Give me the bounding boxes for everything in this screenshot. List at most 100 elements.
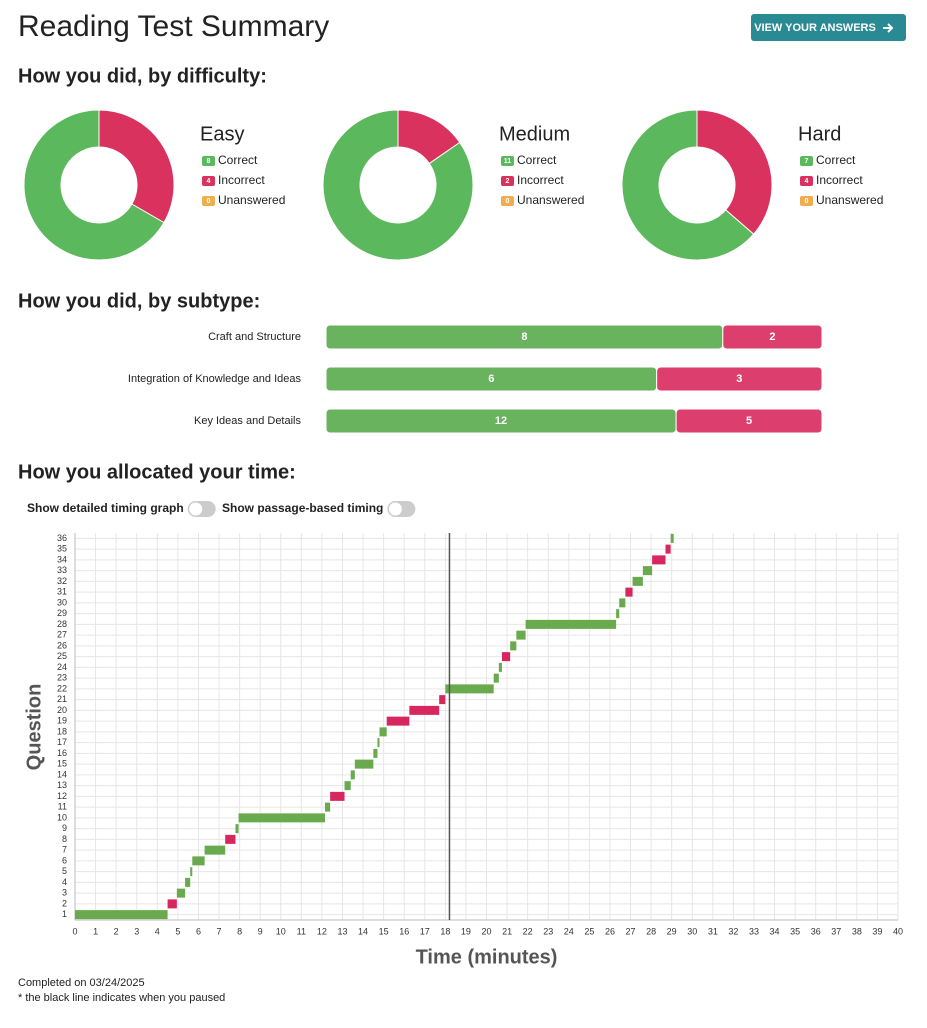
time-bar bbox=[373, 748, 378, 758]
time-bar bbox=[192, 856, 205, 866]
section-heading: How you did, by subtype: bbox=[18, 290, 260, 312]
legend-count: 2 bbox=[506, 178, 510, 185]
legend-label: Correct bbox=[218, 153, 258, 167]
x-tick-label: 0 bbox=[72, 926, 77, 936]
legend-badge bbox=[501, 156, 514, 166]
x-tick-label: 26 bbox=[605, 926, 615, 936]
x-tick-label: 15 bbox=[379, 926, 389, 936]
x-tick-label: 31 bbox=[708, 926, 718, 936]
time-bar bbox=[498, 662, 502, 672]
toggle-knob[interactable] bbox=[388, 502, 402, 516]
y-tick-label: 34 bbox=[57, 554, 67, 564]
time-bar bbox=[235, 824, 239, 834]
time-bar bbox=[665, 544, 671, 554]
time-bar bbox=[377, 738, 380, 748]
y-tick-label: 24 bbox=[57, 662, 67, 672]
x-tick-label: 40 bbox=[893, 926, 903, 936]
legend-badge bbox=[202, 176, 215, 186]
legend-badge bbox=[501, 176, 514, 186]
time-bar bbox=[75, 910, 168, 920]
y-tick-label: 13 bbox=[57, 780, 67, 790]
x-tick-label: 6 bbox=[196, 926, 201, 936]
x-tick-label: 21 bbox=[502, 926, 512, 936]
y-tick-label: 26 bbox=[57, 640, 67, 650]
x-axis-title: Time (minutes) bbox=[416, 946, 558, 968]
legend-count: 4 bbox=[207, 178, 211, 185]
time-bar bbox=[386, 716, 410, 726]
bar-label: 3 bbox=[736, 373, 742, 385]
y-tick-label: 16 bbox=[57, 748, 67, 758]
legend-label: Incorrect bbox=[816, 173, 863, 187]
legend-count: 11 bbox=[504, 158, 512, 165]
legend-label: Unanswered bbox=[517, 193, 584, 207]
time-bar bbox=[642, 566, 653, 576]
x-tick-label: 27 bbox=[626, 926, 636, 936]
y-tick-label: 2 bbox=[62, 898, 67, 908]
x-tick-label: 30 bbox=[687, 926, 697, 936]
y-tick-label: 15 bbox=[57, 759, 67, 769]
button-label[interactable]: VIEW YOUR ANSWERS bbox=[754, 22, 876, 34]
y-tick-label: 33 bbox=[57, 565, 67, 575]
y-tick-label: 30 bbox=[57, 597, 67, 607]
time-bar bbox=[616, 609, 620, 619]
time-bar bbox=[354, 759, 374, 769]
y-tick-label: 35 bbox=[57, 544, 67, 554]
x-tick-label: 25 bbox=[584, 926, 594, 936]
x-tick-label: 32 bbox=[728, 926, 738, 936]
legend-badge bbox=[800, 176, 813, 186]
bar-label: 2 bbox=[769, 331, 775, 343]
y-tick-label: 19 bbox=[57, 716, 67, 726]
legend-label: Incorrect bbox=[218, 173, 265, 187]
time-bar bbox=[379, 727, 387, 737]
y-tick-label: 17 bbox=[57, 737, 67, 747]
donut-title: Hard bbox=[798, 123, 841, 145]
legend-label: Unanswered bbox=[218, 193, 285, 207]
legend-badge bbox=[202, 196, 215, 206]
y-tick-label: 10 bbox=[57, 812, 67, 822]
legend-count: 0 bbox=[805, 198, 809, 205]
section-heading: How you allocated your time: bbox=[18, 461, 296, 483]
view-answers-button[interactable]: VIEW YOUR ANSWERS bbox=[751, 14, 906, 41]
time-bar bbox=[625, 587, 633, 597]
y-tick-label: 3 bbox=[62, 888, 67, 898]
legend-badge bbox=[202, 156, 215, 166]
time-bar bbox=[330, 791, 345, 801]
toggle-switch[interactable] bbox=[387, 501, 416, 517]
time-bar bbox=[439, 695, 446, 705]
legend-label: Incorrect bbox=[517, 173, 564, 187]
time-bar bbox=[409, 705, 440, 715]
button-bg[interactable] bbox=[751, 14, 906, 41]
legend-badge bbox=[800, 196, 813, 206]
time-bar bbox=[619, 598, 626, 608]
toggle-knob[interactable] bbox=[189, 502, 203, 516]
x-tick-label: 8 bbox=[237, 926, 242, 936]
x-tick-label: 4 bbox=[155, 926, 160, 936]
legend-label: Unanswered bbox=[816, 193, 883, 207]
x-tick-label: 16 bbox=[399, 926, 409, 936]
x-tick-label: 35 bbox=[790, 926, 800, 936]
donut-slice bbox=[322, 109, 474, 261]
donut-slice bbox=[397, 109, 461, 165]
x-tick-label: 34 bbox=[770, 926, 780, 936]
x-tick-label: 38 bbox=[852, 926, 862, 936]
legend-badge bbox=[800, 156, 813, 166]
y-tick-label: 9 bbox=[62, 823, 67, 833]
bar-label: 5 bbox=[746, 415, 752, 427]
x-tick-label: 37 bbox=[831, 926, 841, 936]
x-tick-label: 33 bbox=[749, 926, 759, 936]
legend-count: 4 bbox=[805, 178, 809, 185]
y-tick-label: 22 bbox=[57, 683, 67, 693]
time-bar bbox=[652, 555, 666, 565]
y-tick-label: 21 bbox=[57, 694, 67, 704]
x-tick-label: 9 bbox=[258, 926, 263, 936]
category-label: Key Ideas and Details bbox=[194, 415, 302, 427]
donut-slice bbox=[696, 109, 773, 235]
toggle-switch[interactable] bbox=[187, 501, 216, 517]
y-tick-label: 23 bbox=[57, 673, 67, 683]
x-tick-label: 28 bbox=[646, 926, 656, 936]
x-tick-label: 18 bbox=[440, 926, 450, 936]
toggle-label: Show passage-based timing bbox=[222, 501, 383, 515]
time-bar bbox=[344, 781, 351, 791]
y-tick-label: 12 bbox=[57, 791, 67, 801]
time-bar bbox=[670, 533, 674, 543]
